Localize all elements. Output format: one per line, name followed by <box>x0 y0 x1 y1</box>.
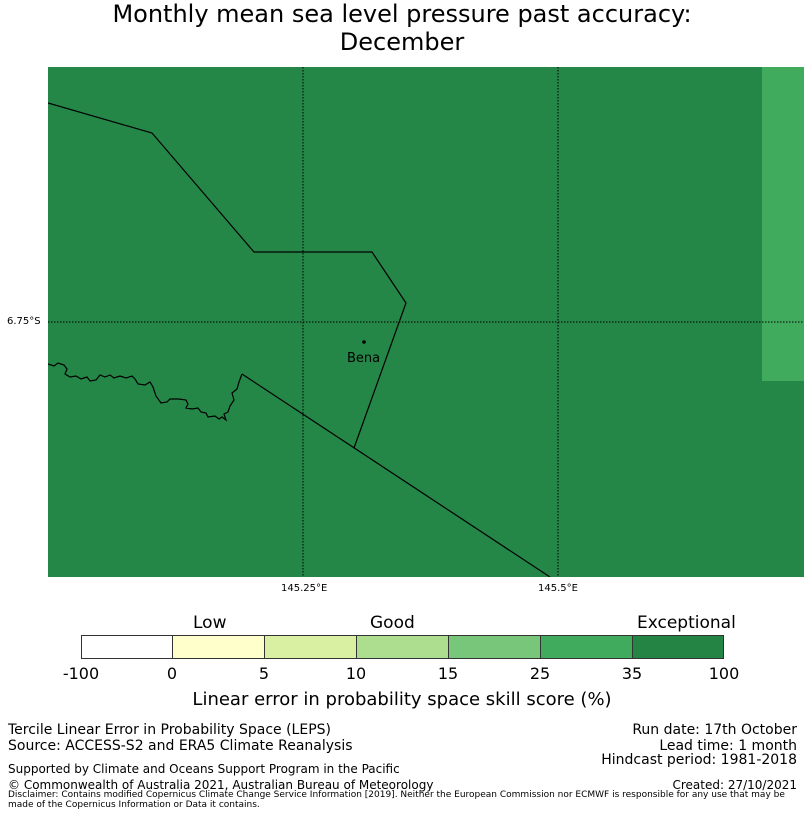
footer-copyright: © Commonwealth of Australia 2021, Austra… <box>8 778 434 792</box>
town-marker <box>362 340 366 344</box>
title-line-2: December <box>339 28 465 56</box>
map-panel: Bena <box>48 67 804 577</box>
province-border <box>48 102 407 449</box>
colorbar-tick: 10 <box>345 664 367 683</box>
colorbar <box>81 635 724 659</box>
town-label: Bena <box>347 351 381 366</box>
footer-method: Tercile Linear Error in Probability Spac… <box>8 722 331 738</box>
footer-lead-time: Lead time: 1 month <box>659 738 797 754</box>
colorbar-cell <box>356 635 449 659</box>
colorbar-tick: 5 <box>258 664 270 683</box>
colorbar-tick: 25 <box>529 664 551 683</box>
lon-tick-label-1: 145.25°E <box>281 583 328 594</box>
footer-source: Source: ACCESS-S2 and ERA5 Climate Reana… <box>8 738 353 754</box>
province-border-south <box>241 373 551 577</box>
colorbar-cell <box>172 635 265 659</box>
title-line-1: Monthly mean sea level pressure past acc… <box>112 0 692 28</box>
map-svg <box>48 67 804 577</box>
colorbar-tick: 100 <box>708 664 740 683</box>
colorbar-cell <box>448 635 541 659</box>
colorbar-tick: 35 <box>621 664 643 683</box>
category-good: Good <box>370 613 415 633</box>
chart-title: Monthly mean sea level pressure past acc… <box>0 0 804 56</box>
lat-tick-label: 6.75°S <box>7 316 41 327</box>
footer-supported: Supported by Climate and Oceans Support … <box>8 762 400 776</box>
footer-hindcast: Hindcast period: 1981-2018 <box>601 752 797 768</box>
colorbar-cell <box>264 635 357 659</box>
colorbar-cell <box>540 635 633 659</box>
lon-tick-label-2: 145.5°E <box>538 583 578 594</box>
category-low: Low <box>193 613 227 633</box>
footer-disclaimer: Disclaimer: Contains modified Copernicus… <box>8 790 785 810</box>
colorbar-tick: -100 <box>62 664 100 683</box>
colorbar-tick: 15 <box>437 664 459 683</box>
colorbar-tick: 0 <box>166 664 178 683</box>
colorbar-cell <box>632 635 724 659</box>
coastline <box>48 362 243 422</box>
colorbar-cell <box>81 635 173 659</box>
skill-cell-high <box>762 67 804 381</box>
category-exceptional: Exceptional <box>637 613 736 633</box>
footer-run-date: Run date: 17th October <box>632 722 797 738</box>
colorbar-label: Linear error in probability space skill … <box>192 689 612 710</box>
footer-created: Created: 27/10/2021 <box>672 778 797 792</box>
